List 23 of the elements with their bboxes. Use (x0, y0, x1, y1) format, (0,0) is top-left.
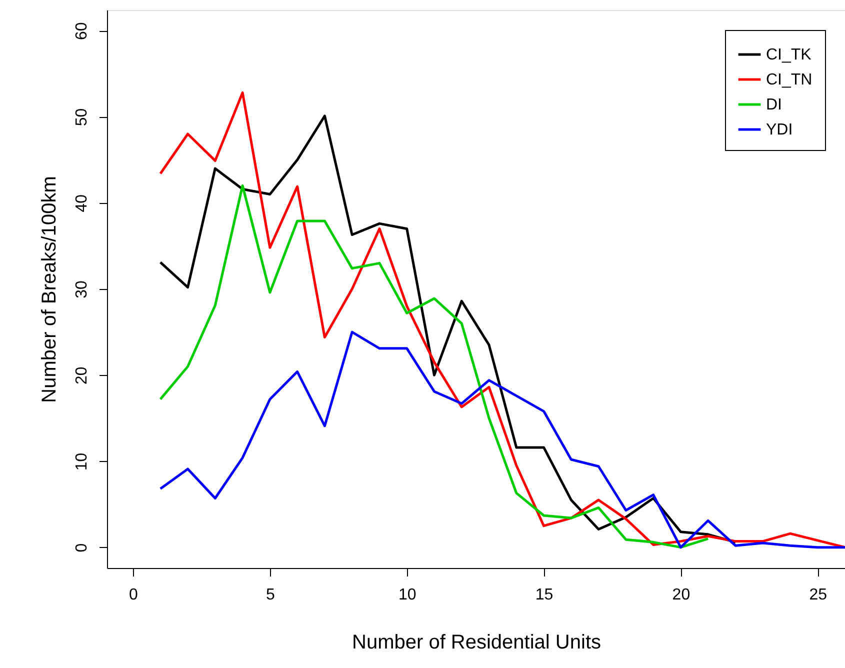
legend-label: DI (766, 96, 782, 114)
y-tick-label: 40 (74, 194, 90, 212)
x-tick-label: 20 (672, 586, 690, 604)
x-tick-label: 10 (398, 586, 416, 604)
line-series (159, 184, 710, 549)
legend-label: YDI (766, 122, 793, 138)
y-tick-label: 0 (74, 543, 90, 552)
y-axis-title: Number of Breaks/100km (38, 176, 60, 403)
x-axis-title: Number of Residential Units (352, 632, 601, 654)
legend-label: CI_TK (766, 46, 812, 64)
x-tick-label: 5 (266, 586, 275, 604)
y-tick-label: 60 (74, 22, 90, 40)
y-tick-label: 10 (74, 452, 90, 471)
x-tick-label: 0 (129, 586, 138, 604)
y-tick-label: 20 (74, 366, 90, 385)
legend-label: CI_TN (766, 72, 812, 88)
y-tick-label: 30 (74, 280, 90, 298)
line-series (159, 330, 845, 549)
y-tick-label: 50 (74, 108, 90, 126)
line-series (159, 114, 737, 544)
x-tick-label: 25 (809, 586, 828, 604)
x-tick-label: 15 (535, 586, 554, 604)
line-series (159, 91, 845, 549)
